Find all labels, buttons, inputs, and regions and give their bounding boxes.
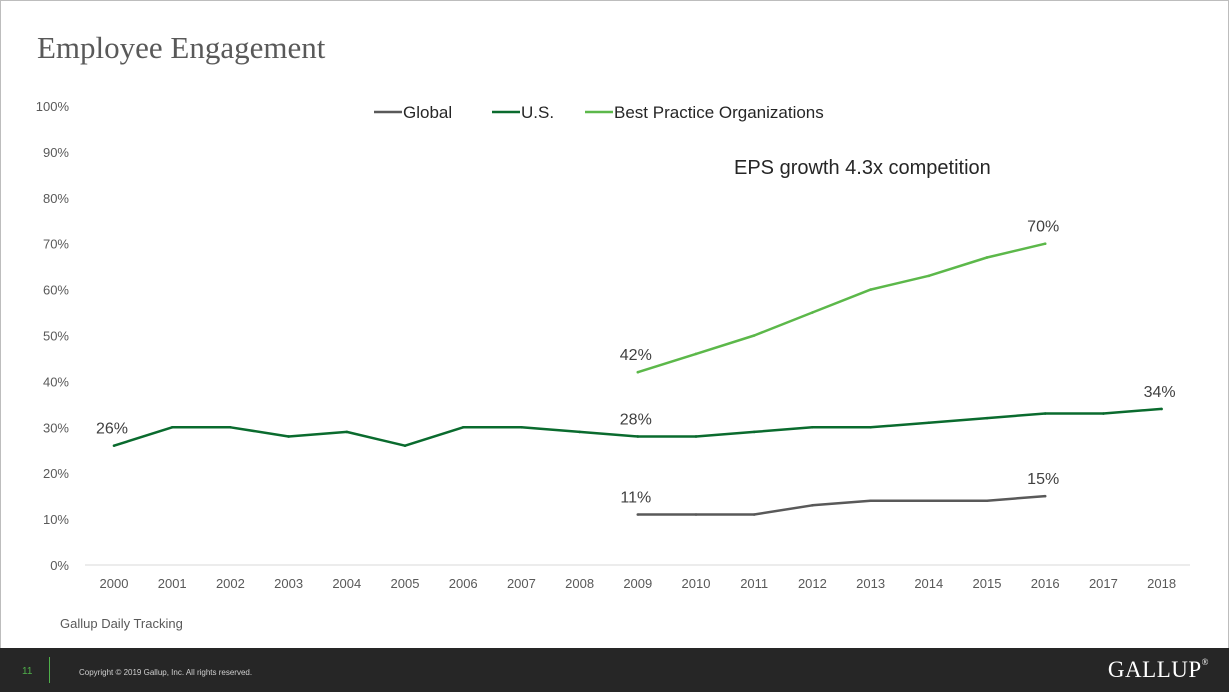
footer-bar: 11 Copyright © 2019 Gallup, Inc. All rig… <box>0 648 1229 692</box>
data-point <box>345 430 349 434</box>
data-point <box>636 435 640 438</box>
data-point <box>1102 412 1105 415</box>
data-label: 26% <box>96 421 128 438</box>
data-label: 70% <box>1027 219 1059 236</box>
data-point <box>869 288 872 291</box>
x-tick-label: 2006 <box>449 576 478 591</box>
data-point <box>985 416 989 420</box>
x-tick-label: 2000 <box>100 576 129 591</box>
data-point <box>752 430 756 434</box>
x-tick-label: 2008 <box>565 576 594 591</box>
x-tick-label: 2009 <box>623 576 652 591</box>
y-tick-label: 60% <box>43 283 69 298</box>
data-point <box>811 311 814 314</box>
slide-title: Employee Engagement <box>37 30 326 65</box>
data-point <box>752 334 756 337</box>
data-label: 28% <box>620 411 652 428</box>
y-tick-label: 10% <box>43 512 69 527</box>
data-point <box>112 444 116 447</box>
y-tick-label: 0% <box>50 558 69 573</box>
logo-registered-mark: ® <box>1201 657 1209 667</box>
y-tick-label: 30% <box>43 420 69 435</box>
data-point <box>636 370 640 374</box>
data-point <box>927 499 931 503</box>
x-tick-label: 2007 <box>507 576 536 591</box>
data-point <box>229 426 232 429</box>
x-tick-label: 2002 <box>216 576 245 591</box>
data-point <box>985 499 989 503</box>
data-point <box>694 435 698 438</box>
x-tick-label: 2005 <box>391 576 420 591</box>
data-point <box>1043 412 1047 415</box>
data-point <box>811 426 814 429</box>
x-tick-label: 2001 <box>158 576 187 591</box>
line-chart: 0% 10% 20% 30% 40% 50% 60% 70% 80% 90% 100% 2000 200… <box>36 99 1190 591</box>
data-point <box>927 274 931 278</box>
logo-text: GALLUP <box>1107 657 1202 682</box>
data-point <box>403 444 407 447</box>
data-point <box>927 421 931 425</box>
data-point <box>1043 494 1047 498</box>
data-point <box>869 426 872 429</box>
x-tick-label: 2011 <box>740 576 768 591</box>
x-tick-label: 2003 <box>274 576 303 591</box>
series-line <box>637 242 1046 374</box>
x-tick-label: 2004 <box>332 576 361 591</box>
data-point <box>520 426 523 429</box>
data-point <box>869 499 872 503</box>
source-note: Gallup Daily Tracking <box>60 616 183 631</box>
copyright-text: Copyright © 2019 Gallup, Inc. All rights… <box>79 668 253 677</box>
x-tick-label: 2010 <box>682 576 711 591</box>
y-tick-label: 70% <box>43 237 69 252</box>
data-point <box>578 430 581 434</box>
data-point <box>752 513 756 516</box>
data-point <box>811 504 814 507</box>
footer-divider <box>49 657 50 683</box>
x-tick-label: 2014 <box>914 576 943 591</box>
data-point <box>1043 242 1047 245</box>
x-tick-label: 2017 <box>1089 576 1118 591</box>
legend-label: Best Practice Organizations <box>614 103 824 122</box>
page-number: 11 <box>22 666 33 677</box>
y-tick-label: 50% <box>43 329 69 344</box>
data-label: 15% <box>1027 471 1059 488</box>
data-point <box>694 352 698 356</box>
x-tick-label: 2018 <box>1147 576 1176 591</box>
chart-annotation: EPS growth 4.3x competition <box>734 157 991 179</box>
legend-label: Global <box>403 103 452 122</box>
x-tick-label: 2013 <box>856 576 885 591</box>
data-label: 34% <box>1144 384 1176 401</box>
data-point <box>1160 407 1163 411</box>
data-label: 42% <box>620 347 652 364</box>
x-tick-label: 2012 <box>798 576 827 591</box>
data-point <box>170 426 174 429</box>
y-tick-label: 20% <box>43 466 69 481</box>
data-point <box>287 435 290 438</box>
y-tick-label: 100% <box>36 99 70 114</box>
data-point <box>985 256 989 259</box>
data-point <box>694 513 698 516</box>
x-tick-label: 2016 <box>1031 576 1060 591</box>
gallup-logo: GALLUP® <box>1108 657 1209 683</box>
data-label: 11% <box>620 490 651 507</box>
y-tick-label: 90% <box>43 145 69 160</box>
y-tick-label: 80% <box>43 191 69 206</box>
y-tick-label: 40% <box>43 374 69 389</box>
series-line <box>637 494 1046 516</box>
x-tick-label: 2015 <box>973 576 1002 591</box>
legend-label: U.S. <box>521 103 554 122</box>
data-point <box>636 513 640 516</box>
data-point <box>461 426 465 429</box>
